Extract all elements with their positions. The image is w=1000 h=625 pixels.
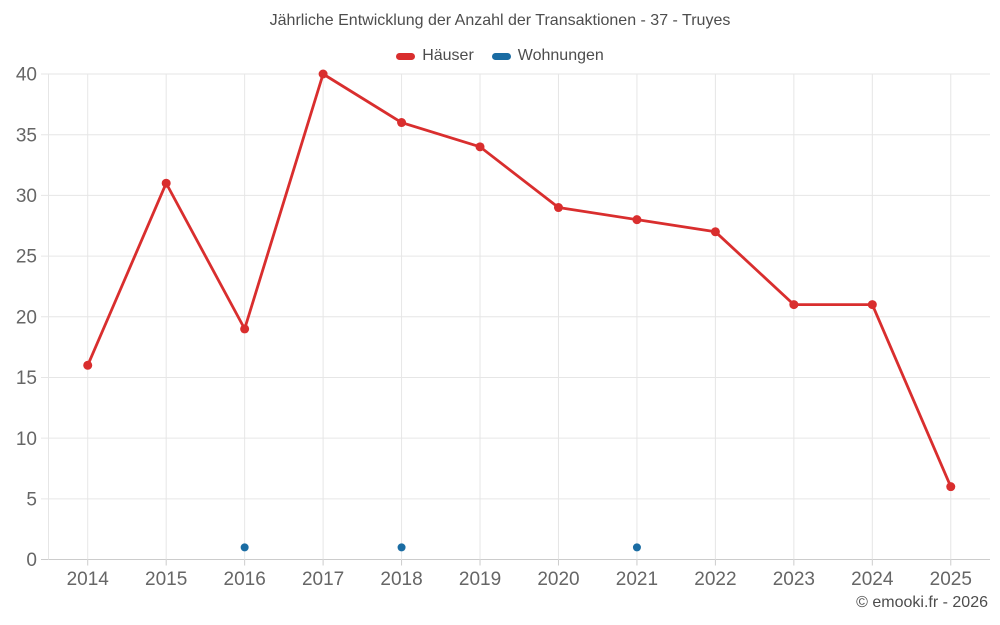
y-tick-label: 30 — [16, 186, 37, 207]
x-tick-label: 2019 — [459, 569, 501, 590]
x-tick-label: 2024 — [851, 569, 894, 590]
legend-item-wohnungen[interactable]: Wohnungen — [491, 47, 604, 65]
data-point-wohnungen-2018[interactable] — [397, 543, 406, 552]
data-point-hauser-2017[interactable] — [318, 69, 328, 79]
x-tick-label: 2017 — [302, 569, 344, 590]
data-point-hauser-2021[interactable] — [632, 215, 642, 225]
x-tick-label: 2016 — [224, 569, 266, 590]
y-tick-label: 25 — [16, 247, 37, 268]
y-tick-label: 0 — [26, 550, 37, 571]
series-line-hauser — [86, 72, 953, 489]
data-point-hauser-2018[interactable] — [397, 118, 407, 128]
legend-label-hauser: Häuser — [422, 47, 474, 64]
data-point-wohnungen-2016[interactable] — [240, 543, 249, 552]
data-point-hauser-2019[interactable] — [475, 142, 485, 152]
copyright-text: © emooki.fr - 2026 — [856, 594, 988, 611]
data-point-hauser-2015[interactable] — [161, 178, 171, 188]
legend-swatch-wohnungen-icon — [491, 52, 511, 60]
data-point-hauser-2014[interactable] — [83, 360, 93, 370]
legend-item-hauser[interactable]: Häuser — [396, 47, 474, 65]
y-tick-label: 5 — [26, 489, 37, 510]
x-tick-label: 2022 — [694, 569, 736, 590]
data-point-hauser-2016[interactable] — [240, 324, 250, 334]
data-point-hauser-2020[interactable] — [553, 203, 563, 213]
y-tick-label: 15 — [16, 368, 37, 389]
x-tick-label: 2025 — [930, 569, 972, 590]
chart-legend: Häuser Wohnungen — [0, 46, 1000, 66]
legend-label-wohnungen: Wohnungen — [517, 47, 604, 64]
data-point-hauser-2022[interactable] — [710, 227, 720, 237]
chart-title: Jährliche Entwicklung der Anzahl der Tra… — [269, 12, 731, 29]
data-point-hauser-2025[interactable] — [946, 482, 956, 492]
x-tick-label: 2021 — [616, 569, 658, 590]
x-tick-label: 2015 — [145, 569, 187, 590]
x-tick-label: 2014 — [67, 569, 110, 590]
legend-swatch-hauser-icon — [396, 52, 416, 60]
x-tick-label: 2023 — [773, 569, 815, 590]
y-tick-label: 35 — [16, 125, 37, 146]
y-tick-label: 20 — [16, 307, 37, 328]
x-tick-label: 2018 — [380, 569, 422, 590]
data-point-hauser-2023[interactable] — [789, 300, 799, 310]
data-point-wohnungen-2021[interactable] — [632, 543, 641, 552]
y-tick-label: 10 — [16, 429, 37, 450]
x-tick-label: 2020 — [537, 569, 579, 590]
y-tick-label: 40 — [16, 65, 37, 86]
data-point-hauser-2024[interactable] — [867, 300, 877, 310]
